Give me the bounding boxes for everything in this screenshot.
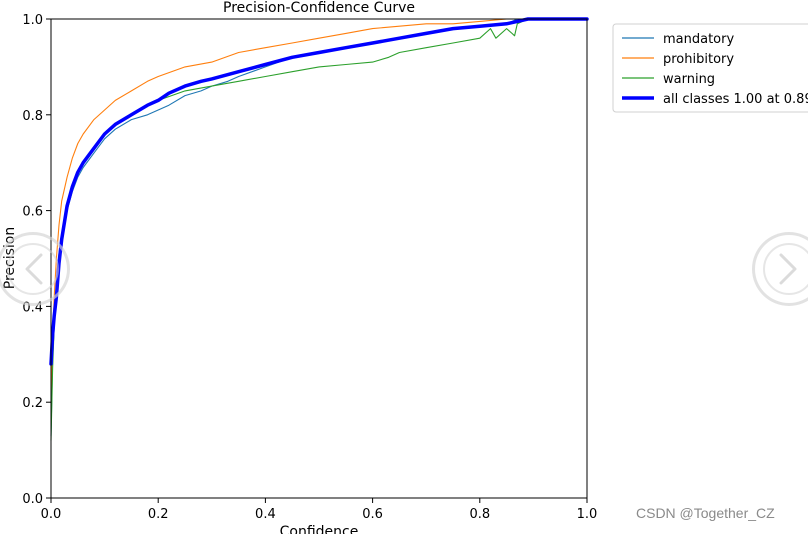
x-tick-label: 0.6 bbox=[362, 507, 383, 522]
watermark-text: CSDN @Together_CZ bbox=[636, 505, 775, 521]
legend-label: all classes 1.00 at 0.89 bbox=[663, 92, 808, 107]
prev-button-ring bbox=[7, 243, 59, 295]
y-axis: 0.00.20.40.60.81.0 bbox=[22, 13, 51, 507]
x-axis: 0.0 0.2 0.4 0.6 0.8 1.0 bbox=[41, 498, 598, 522]
x-axis-label: Confidence bbox=[280, 524, 359, 534]
legend-box bbox=[612, 23, 808, 113]
legend: mandatory prohibitory warning all classes 1… bbox=[612, 23, 808, 113]
y-tick-label: 0.8 bbox=[22, 109, 43, 124]
y-tick-label: 0.6 bbox=[22, 205, 43, 220]
legend-label: warning bbox=[663, 72, 715, 87]
y-tick-label: 0.2 bbox=[22, 396, 43, 411]
series-line-prohibitory bbox=[50, 18, 588, 403]
chevron-left-icon bbox=[25, 253, 43, 285]
prev-image-button[interactable] bbox=[0, 232, 70, 306]
x-tick-label: 0.4 bbox=[255, 507, 276, 522]
chart-title: Precision-Confidence Curve bbox=[223, 0, 415, 16]
x-tick-label: 0.0 bbox=[41, 507, 62, 522]
y-tick-label: 1.0 bbox=[22, 13, 43, 28]
x-tick-label: 0.8 bbox=[469, 507, 490, 522]
next-button-ring bbox=[763, 243, 808, 295]
series-lines bbox=[49, 17, 589, 442]
chevron-right-icon bbox=[779, 253, 797, 285]
series-line-all bbox=[49, 17, 589, 366]
legend-label: prohibitory bbox=[663, 52, 734, 67]
legend-label: mandatory bbox=[663, 32, 734, 47]
x-tick-label: 1.0 bbox=[577, 507, 598, 522]
x-tick-label: 0.2 bbox=[148, 507, 169, 522]
next-image-button[interactable] bbox=[752, 232, 808, 306]
y-tick-label: 0.0 bbox=[22, 492, 43, 507]
